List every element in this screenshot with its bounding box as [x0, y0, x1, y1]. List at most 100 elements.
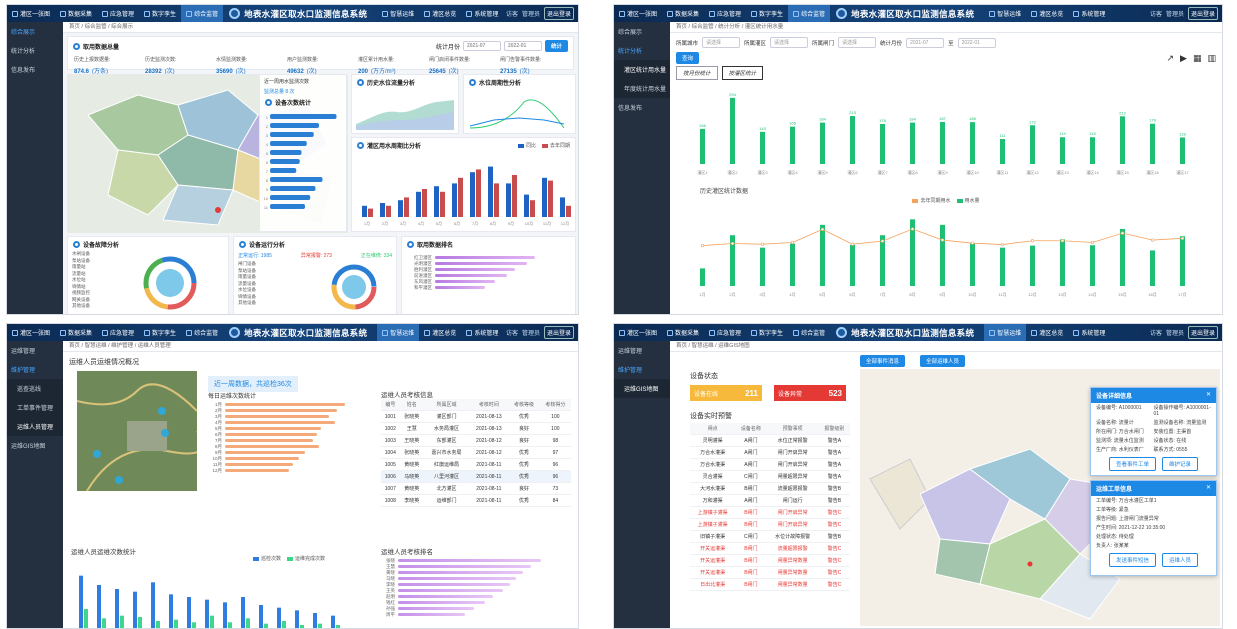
nav-item[interactable]: 数据采集 — [55, 324, 97, 341]
sidebar-item-maint[interactable]: 维护管理 — [11, 368, 36, 374]
logout-button[interactable]: 退出登录 — [1187, 7, 1218, 20]
bar-chart-icon[interactable]: ▥ — [1207, 52, 1216, 63]
warn-row[interactable]: 万合水灌渠 A闸门 闸门开启异常 警告A — [690, 446, 850, 459]
stat-button[interactable]: 统计 — [544, 40, 568, 52]
logout-button[interactable]: 退出登录 — [1187, 326, 1218, 339]
nav-item[interactable]: 智慧运维 — [984, 5, 1026, 22]
sidebar-item-patrol[interactable]: 巡查巡线 — [7, 379, 63, 398]
sidebar-item-irrigation-stats[interactable]: 灌区统计用水量 — [614, 60, 670, 79]
tab-by-irrigation[interactable]: 按灌区统计 — [721, 66, 764, 80]
nav-item-active[interactable]: 综合监管 — [181, 5, 224, 22]
user-role[interactable]: 管理员 — [521, 12, 540, 18]
sidebar-item-overview[interactable]: 综合展示 — [11, 30, 36, 36]
view-orders-button[interactable]: 查看事件工单 — [1108, 457, 1156, 471]
nav-item[interactable]: 系统管理 — [1068, 5, 1110, 22]
nav-item[interactable]: 系统管理 — [461, 324, 503, 341]
nav-item-active[interactable]: 智慧运维 — [377, 324, 420, 341]
nav-item[interactable]: 灌区一张图 — [614, 324, 662, 341]
month-to-input[interactable]: 2022-01 — [957, 37, 996, 48]
warn-row[interactable]: 万和灌渠 A闸门 闸门运行 警告B — [690, 494, 850, 507]
close-icon[interactable]: ✕ — [1205, 392, 1211, 398]
user-name[interactable]: 访客 — [1149, 331, 1162, 337]
table-row[interactable]: 1001 张晓英 灌区部门 2021-08-13 优秀 100 — [381, 410, 571, 423]
nav-item[interactable]: 系统管理 — [1068, 324, 1110, 341]
user-role[interactable]: 管理员 — [521, 331, 540, 337]
gate-select[interactable]: 请选择 — [838, 37, 877, 48]
sidebar-item-ops[interactable]: 运维管理 — [11, 349, 36, 355]
table-row[interactable]: 1007 黄晓英 北方灌区 2021-08-11 良好 73 — [381, 482, 571, 495]
nav-item[interactable]: 数据采集 — [662, 324, 704, 341]
sidebar-item-stats[interactable]: 统计分析 — [11, 49, 36, 55]
sidebar-item-staff[interactable]: 运维人员管理 — [7, 417, 63, 436]
sidebar-item-orders[interactable]: 工单事件管理 — [7, 398, 63, 417]
nav-item[interactable]: 应急管理 — [704, 324, 746, 341]
table-icon[interactable]: ▦ — [1192, 52, 1202, 63]
warn-row[interactable]: 日出北灌渠 B闸门 闸量异常数量 警告C — [690, 578, 850, 591]
nav-item[interactable]: 智慧运维 — [377, 5, 419, 22]
video-icon[interactable]: ▶ — [1180, 52, 1187, 63]
sidebar-item-gis[interactable]: 运维GIS地图 — [614, 379, 670, 398]
close-icon[interactable]: ✕ — [1205, 485, 1211, 491]
warn-row[interactable]: 大河水灌渠 B闸门 流量超限报警 警告B — [690, 482, 850, 495]
warn-row[interactable]: 开关运灌渠 B闸门 闸量异常数量 警告C — [690, 566, 850, 579]
nav-item[interactable]: 应急管理 — [97, 5, 139, 22]
sidebar-item-overview[interactable]: 综合展示 — [618, 30, 643, 36]
table-row[interactable]: 1008 李晓英 运维部门 2021-08-11 优秀 84 — [381, 494, 571, 507]
nav-item[interactable]: 灌区一张图 — [614, 5, 662, 22]
maintenance-log-button[interactable]: 维护记录 — [1162, 457, 1199, 471]
tab-by-month[interactable]: 按月份统计 — [676, 66, 718, 80]
send-sms-button[interactable]: 发送事件短信 — [1108, 553, 1156, 567]
staff-button[interactable]: 运维人员 — [1162, 553, 1199, 567]
user-name[interactable]: 访客 — [1149, 12, 1162, 18]
month-from-input[interactable]: 2021-07 — [906, 37, 945, 48]
nav-item[interactable]: 数字孪生 — [139, 324, 181, 341]
nav-item[interactable]: 灌区总览 — [1026, 324, 1068, 341]
nav-item[interactable]: 综合监管 — [181, 324, 223, 341]
date-from-input[interactable]: 2021-07 — [462, 41, 501, 51]
nav-item-active[interactable]: 综合监管 — [788, 5, 831, 22]
warn-row[interactable]: 上游镇子灌渠 B闸门 闸门开启异常 警告C — [690, 518, 850, 531]
warn-row[interactable]: 开关运灌渠 B闸门 流量超限报警 警告C — [690, 542, 850, 555]
nav-item[interactable]: 数据采集 — [662, 5, 704, 22]
all-staff-button[interactable]: 全部运维人员 — [920, 355, 966, 367]
sidebar-item-publish[interactable]: 信息发布 — [618, 106, 643, 112]
nav-item[interactable]: 灌区总览 — [419, 5, 461, 22]
warn-row[interactable]: 万合水灌渠 A闸门 闸门开启异常 警告A — [690, 458, 850, 471]
table-row[interactable]: 1005 黄晓英 红旗运维局 2021-08-11 优秀 96 — [381, 458, 571, 471]
user-name[interactable]: 访客 — [505, 12, 518, 18]
nav-item[interactable]: 数字孪生 — [746, 324, 788, 341]
user-role[interactable]: 管理员 — [1165, 12, 1184, 18]
warn-row[interactable]: 上游镇子灌渠 B闸门 闸门开启异常 警告C — [690, 506, 850, 519]
all-events-button[interactable]: 全部事件消息 — [860, 355, 906, 367]
nav-item[interactable]: 灌区总览 — [419, 324, 461, 341]
query-button[interactable]: 查询 — [676, 52, 700, 64]
satellite-map[interactable] — [77, 371, 197, 491]
warn-row[interactable]: 开关运灌渠 B闸门 闸量异常数量 警告C — [690, 554, 850, 567]
table-row[interactable]: 1004 张晓英 嘉兴市水务局 2021-08-12 优秀 97 — [381, 446, 571, 459]
nav-item[interactable]: 系统管理 — [461, 5, 503, 22]
sidebar-item-annual-stats[interactable]: 年度统计用水量 — [614, 79, 670, 98]
sidebar-item-stats[interactable]: 统计分析 — [618, 49, 643, 55]
nav-item[interactable]: 数据采集 — [55, 5, 97, 22]
nav-item[interactable]: 综合监管 — [788, 324, 830, 341]
warn-row[interactable]: 灵明灌渠 A闸门 水位正常报警 警告A — [690, 434, 850, 447]
nav-item[interactable]: 数字孪生 — [746, 5, 788, 22]
user-name[interactable]: 访客 — [505, 331, 518, 337]
nav-item[interactable]: 数字孪生 — [139, 5, 181, 22]
logout-button[interactable]: 退出登录 — [543, 7, 574, 20]
logout-button[interactable]: 退出登录 — [543, 326, 574, 339]
nav-item[interactable]: 应急管理 — [704, 5, 746, 22]
city-select[interactable]: 请选择 — [702, 37, 741, 48]
sidebar-item-maint[interactable]: 维护管理 — [618, 368, 643, 374]
user-role[interactable]: 管理员 — [1165, 331, 1184, 337]
table-row[interactable]: 1002 王慧 水务局灌区 2021-08-13 良好 100 — [381, 422, 571, 435]
nav-item-active[interactable]: 智慧运维 — [984, 324, 1027, 341]
date-to-input[interactable]: 2022-01 — [503, 41, 542, 51]
sidebar-item-publish[interactable]: 信息发布 — [11, 68, 36, 74]
share-icon[interactable]: ↗ — [1166, 52, 1175, 63]
nav-item[interactable]: 灌区一张图 — [7, 324, 55, 341]
irrigation-select[interactable]: 请选择 — [770, 37, 809, 48]
sidebar-item-ops[interactable]: 运维管理 — [618, 349, 643, 355]
nav-item[interactable]: 灌区一张图 — [7, 5, 55, 22]
nav-item[interactable]: 应急管理 — [97, 324, 139, 341]
